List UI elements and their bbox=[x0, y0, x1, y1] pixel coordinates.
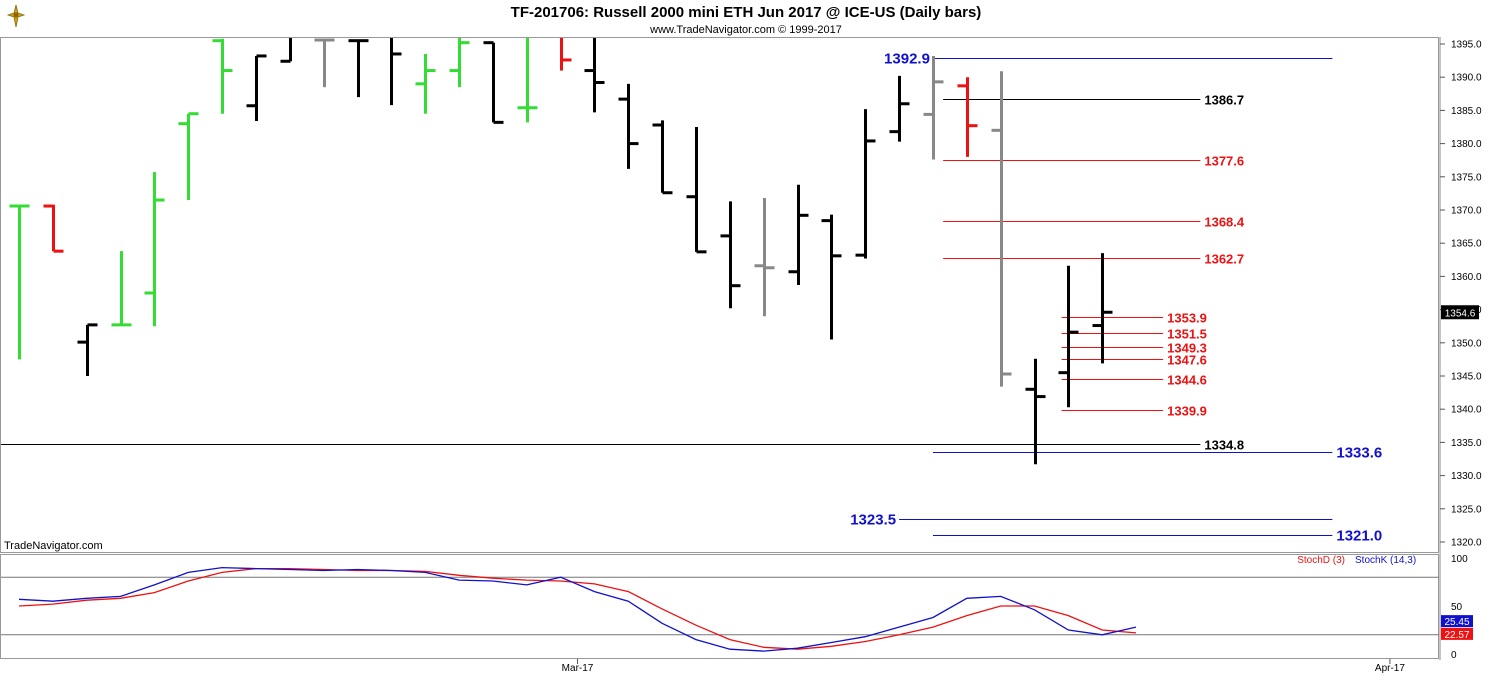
level-label: 1392.9 bbox=[884, 51, 930, 68]
ohlc-bar bbox=[652, 120, 673, 195]
stochastic-plot: 0 50 100 25.45 22.57 bbox=[1, 554, 1473, 661]
ohlc-bar bbox=[517, 38, 538, 123]
price-tick-label: 1350.0 bbox=[1451, 338, 1482, 349]
stoch-d-legend: StochD (3) bbox=[1297, 555, 1345, 566]
ohlc-bar bbox=[390, 38, 402, 106]
chart-subtitle: www.TradeNavigator.com © 1999-2017 bbox=[649, 24, 842, 36]
price-tick-label: 1395.0 bbox=[1451, 40, 1482, 51]
price-tick-label: 1340.0 bbox=[1451, 405, 1482, 416]
ohlc-bar bbox=[855, 109, 876, 259]
ohlc-bar bbox=[889, 75, 910, 142]
price-tick-label: 1385.0 bbox=[1451, 106, 1482, 117]
ohlc-bars bbox=[9, 38, 1113, 465]
price-tick-label: 1325.0 bbox=[1451, 504, 1482, 515]
ohlc-bar bbox=[754, 198, 775, 317]
level-label: 1362.7 bbox=[1204, 252, 1244, 267]
trade-navigator-logo-icon bbox=[4, 3, 28, 29]
ohlc-bar bbox=[1092, 253, 1113, 364]
ohlc-bar bbox=[77, 323, 98, 376]
chart-title: TF-201706: Russell 2000 mini ETH Jun 201… bbox=[511, 4, 982, 21]
ohlc-bar bbox=[991, 71, 1012, 387]
ohlc-bar bbox=[686, 127, 707, 254]
level-label: 1344.6 bbox=[1167, 373, 1207, 388]
stoch-tick-label: 50 bbox=[1451, 602, 1463, 613]
level-label: 1351.5 bbox=[1167, 327, 1207, 342]
ohlc-bar bbox=[178, 112, 199, 201]
ohlc-bar bbox=[560, 38, 572, 71]
ohlc-bar bbox=[584, 38, 605, 113]
ohlc-bar bbox=[212, 38, 233, 114]
price-tick-label: 1330.0 bbox=[1451, 471, 1482, 482]
ohlc-bar bbox=[618, 83, 639, 169]
price-tick-label: 1375.0 bbox=[1451, 172, 1482, 183]
level-label: 1321.0 bbox=[1336, 528, 1382, 545]
level-label: 1339.9 bbox=[1167, 404, 1207, 419]
ohlc-bar bbox=[111, 251, 132, 327]
price-tick-label: 1335.0 bbox=[1451, 438, 1482, 449]
price-tick-label: 1365.0 bbox=[1451, 239, 1482, 250]
ohlc-bar bbox=[314, 38, 335, 88]
level-label: 1368.4 bbox=[1204, 215, 1245, 230]
ohlc-bar bbox=[1058, 265, 1079, 408]
ohlc-bar bbox=[957, 77, 978, 157]
last-price-box bbox=[1441, 305, 1479, 320]
level-label: 1386.7 bbox=[1204, 93, 1244, 108]
ohlc-bar bbox=[821, 214, 842, 340]
level-label: 1377.6 bbox=[1204, 154, 1244, 169]
price-tick-label: 1345.0 bbox=[1451, 372, 1482, 383]
ohlc-bar bbox=[1025, 358, 1046, 465]
ohlc-bar bbox=[43, 204, 64, 253]
level-label: 1347.6 bbox=[1167, 353, 1207, 368]
price-tick-label: 1320.0 bbox=[1451, 538, 1482, 549]
last-price-marker: 1354.6 bbox=[1441, 305, 1479, 320]
stochk-value-label: 25.45 bbox=[1444, 617, 1469, 628]
level-label: 1323.5 bbox=[850, 512, 896, 529]
price-tick-label: 1370.0 bbox=[1451, 206, 1482, 217]
ohlc-bar bbox=[788, 184, 809, 286]
ohlc-bar bbox=[720, 201, 741, 309]
level-label: 1353.9 bbox=[1167, 311, 1207, 326]
stochk-value-box bbox=[1441, 615, 1473, 628]
ohlc-bar bbox=[923, 55, 944, 160]
level-label: 1333.6 bbox=[1336, 445, 1382, 462]
ohlc-bar bbox=[144, 172, 165, 327]
stochd-value-box bbox=[1441, 627, 1473, 640]
stochd-value-label: 22.57 bbox=[1444, 630, 1469, 641]
stochk-line bbox=[18, 566, 1137, 652]
ohlc-bar bbox=[415, 53, 436, 114]
price-axis-ticks: 1320.0 1325.0 1330.0 1335.0 1340.0 1345.0 1350… bbox=[1440, 40, 1482, 549]
date-axis-labels: Mar-17 Apr-17 bbox=[562, 659, 1405, 674]
stoch-k-legend: StochK (14,3) bbox=[1355, 555, 1416, 566]
price-tick-label: 1390.0 bbox=[1451, 73, 1482, 84]
ohlc-bar bbox=[348, 39, 369, 98]
stochd-line bbox=[18, 567, 1137, 650]
fibonacci-level-lines: 1392.9 1386.7 1377.6 1368.4 1362.7 1353.91351… bbox=[1, 51, 1382, 545]
last-price-label: 1354.6 bbox=[1445, 308, 1476, 319]
date-label: Apr-17 bbox=[1375, 663, 1405, 674]
ohlc-bar bbox=[9, 204, 30, 360]
stoch-tick-label: 0 bbox=[1451, 650, 1457, 661]
watermark-label: TradeNavigator.com bbox=[4, 540, 103, 552]
price-tick-label: 1380.0 bbox=[1451, 139, 1482, 150]
ohlc-bar bbox=[483, 41, 504, 124]
price-tick-label: 1360.0 bbox=[1451, 272, 1482, 283]
ohlc-bar bbox=[280, 38, 292, 63]
level-label: 1349.3 bbox=[1167, 341, 1207, 356]
price-panel-frame bbox=[0, 37, 1439, 553]
date-label: Mar-17 bbox=[562, 663, 594, 674]
level-label: 1334.8 bbox=[1204, 438, 1244, 453]
stoch-tick-label: 100 bbox=[1451, 554, 1468, 565]
stochastic-panel-frame bbox=[0, 554, 1439, 659]
ohlc-bar bbox=[449, 38, 470, 88]
ohlc-bar bbox=[246, 54, 267, 122]
